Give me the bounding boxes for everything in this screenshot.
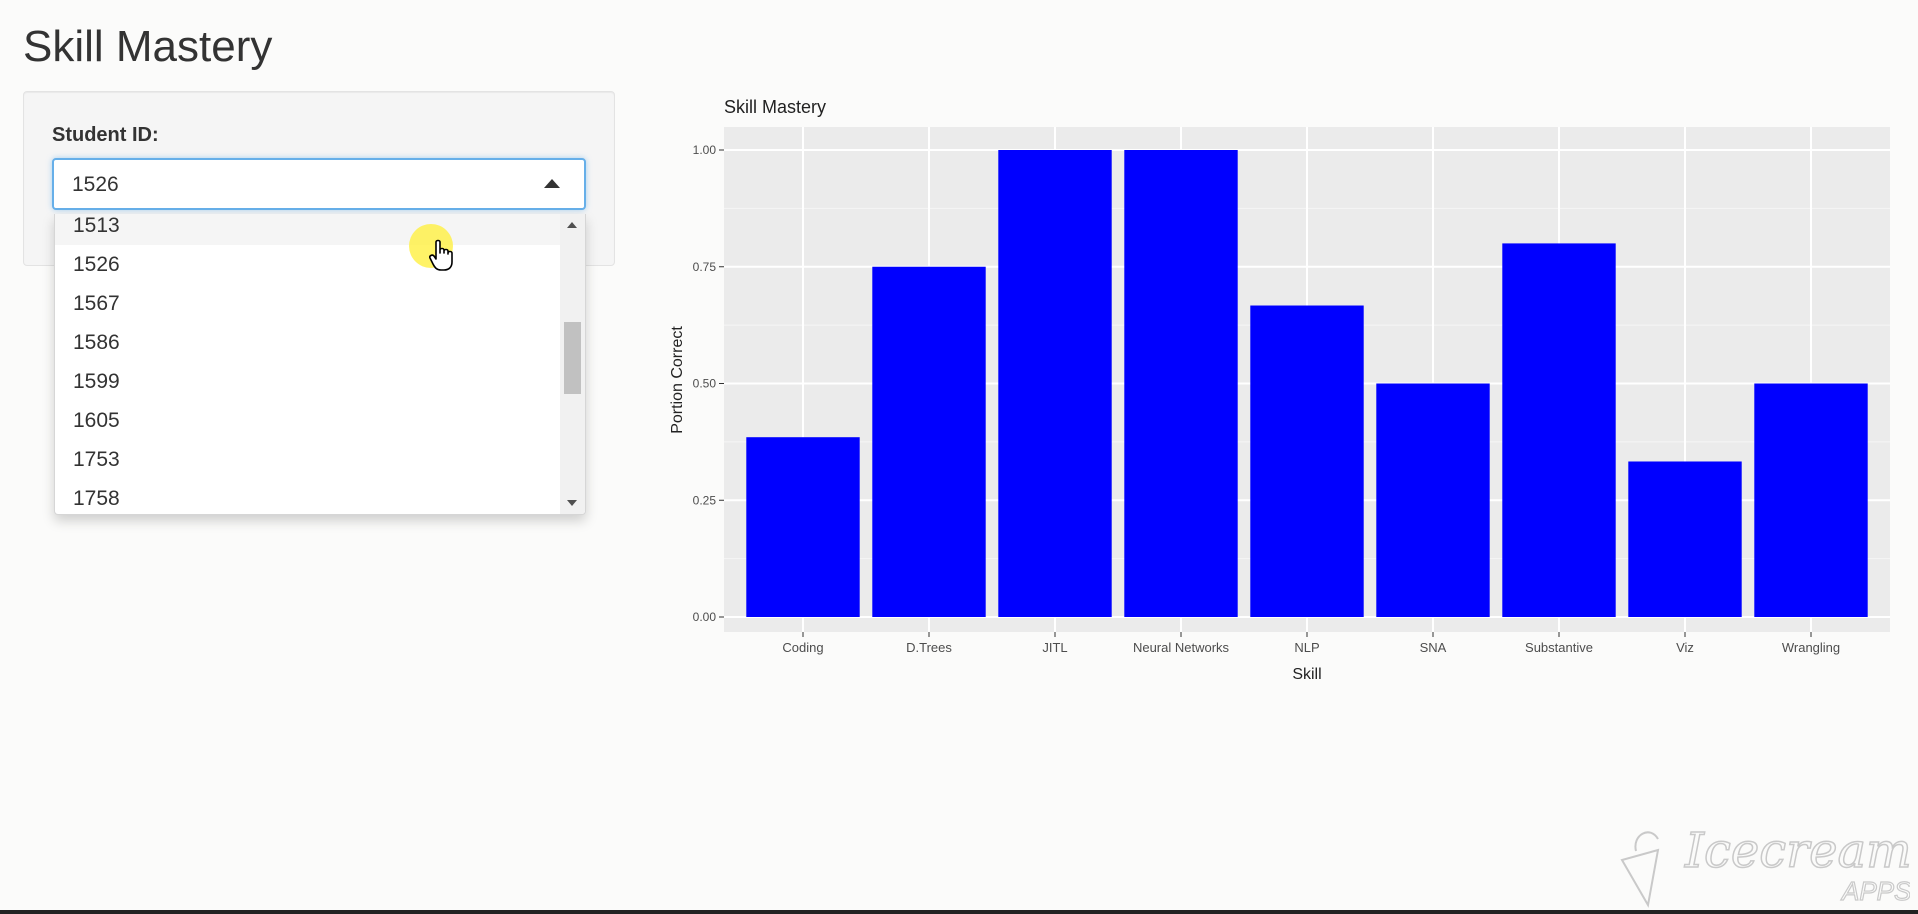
scroll-up-arrow-icon[interactable] — [567, 222, 577, 228]
x-tick-label: D.Trees — [906, 640, 952, 655]
dropdown-option[interactable]: 1567 — [73, 292, 120, 315]
x-axis-title: Skill — [1292, 666, 1321, 683]
dropdown-scrollbar[interactable] — [560, 214, 585, 514]
page-title: Skill Mastery — [23, 22, 273, 71]
watermark-brand: Icecream — [1684, 823, 1910, 879]
dropdown-option[interactable]: 1758 — [73, 487, 120, 510]
y-tick-label: 0.50 — [693, 377, 717, 391]
dropdown-option[interactable]: 1586 — [73, 331, 120, 354]
bar-coding — [746, 437, 860, 617]
bar-wrangling — [1754, 383, 1868, 617]
y-tick-label: 0.75 — [693, 260, 717, 274]
x-tick-label: Coding — [782, 640, 823, 655]
bar-d-trees — [872, 266, 986, 617]
x-tick-label: NLP — [1294, 640, 1319, 655]
hand-cursor-icon — [429, 239, 453, 271]
dropdown-option[interactable]: 1753 — [73, 448, 120, 471]
y-tick-label: 0.00 — [693, 610, 717, 624]
x-tick-label: Neural Networks — [1133, 640, 1230, 655]
y-axis-title: Portion Correct — [669, 326, 686, 434]
student-id-label: Student ID: — [52, 124, 159, 146]
bar-nlp — [1250, 305, 1364, 617]
chart-title: Skill Mastery — [724, 97, 826, 117]
watermark-sub: APPS — [1840, 876, 1910, 906]
y-tick-label: 1.00 — [693, 143, 717, 157]
bar-substantive — [1502, 243, 1616, 617]
bar-viz — [1628, 461, 1742, 617]
x-tick-label: SNA — [1420, 640, 1447, 655]
bar-neural-networks — [1124, 150, 1238, 617]
student-id-dropdown[interactable]: 1513 1526 1567 1586 1599 1605 1753 1758 — [54, 214, 586, 515]
scroll-thumb[interactable] — [564, 322, 581, 394]
y-tick-label: 0.25 — [693, 493, 717, 507]
bar-jitl — [998, 150, 1112, 617]
caret-up-icon[interactable] — [544, 179, 560, 188]
x-tick-label: JITL — [1042, 640, 1067, 655]
bar-sna — [1376, 383, 1490, 617]
x-tick-label: Substantive — [1525, 640, 1593, 655]
dropdown-option[interactable]: 1513 — [55, 214, 560, 245]
icecream-apps-watermark: Icecream APPS — [1620, 822, 1910, 908]
selected-value: 1526 — [72, 173, 119, 196]
x-tick-label: Wrangling — [1782, 640, 1840, 655]
x-tick-label: Viz — [1676, 640, 1694, 655]
skill-mastery-chart: Skill Mastery 0.00 0.25 0.50 0.75 1.00 Coding… — [669, 97, 1890, 683]
dropdown-option[interactable]: 1605 — [73, 409, 120, 432]
dropdown-option[interactable]: 1526 — [73, 253, 120, 276]
dropdown-option[interactable]: 1599 — [73, 370, 120, 393]
student-id-select[interactable]: 1526 — [52, 158, 586, 210]
scroll-down-arrow-icon[interactable] — [567, 500, 577, 506]
bottom-edge — [0, 910, 1918, 914]
